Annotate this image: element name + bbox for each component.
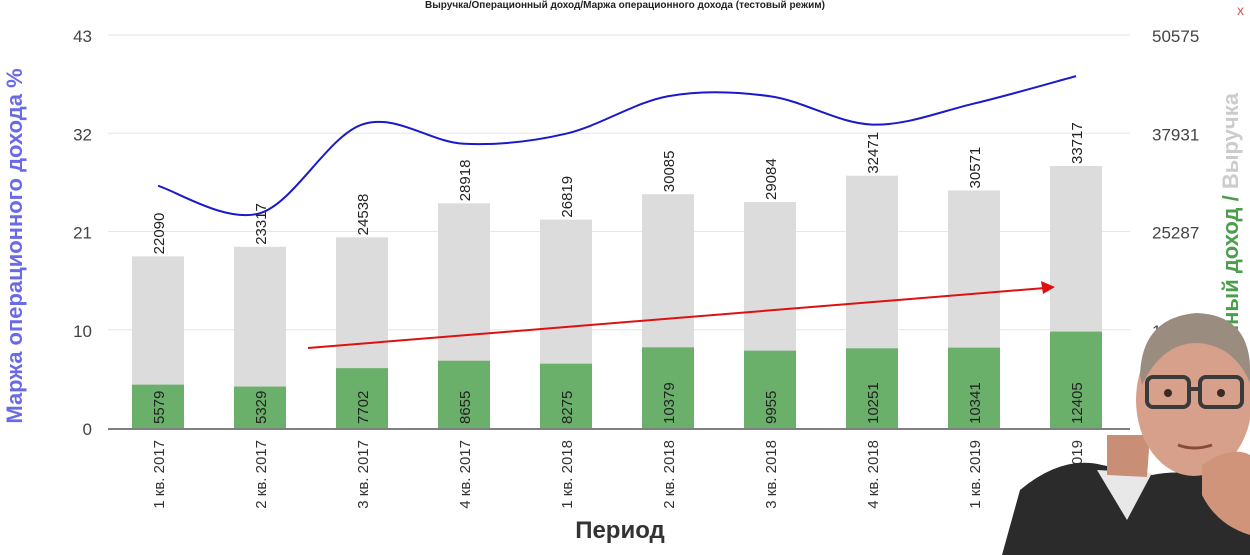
bar-operating-income	[948, 347, 1000, 428]
bar-operating-income	[336, 368, 388, 428]
x-tick-label: 1 кв. 2018	[559, 440, 576, 509]
y-right-tick-label: 25287	[1152, 224, 1199, 243]
portrait-photo	[1002, 313, 1250, 555]
margin-line	[157, 75, 1077, 216]
y-left-tick-label: 32	[73, 125, 92, 144]
close-button[interactable]: x	[1237, 2, 1244, 18]
operating-income-value-label: 12405	[1069, 382, 1086, 424]
x-tick-label: 1 кв. 2017	[151, 440, 168, 509]
revenue-value-label: 23317	[253, 203, 270, 245]
operating-income-value-label: 5579	[151, 391, 168, 424]
operating-income-value-label: 8275	[559, 391, 576, 424]
y-left-tick-label: 10	[73, 322, 92, 341]
y-right-title-separator: /	[1218, 189, 1243, 207]
revenue-value-label: 22090	[151, 213, 168, 255]
y-left-tick-label: 43	[73, 27, 92, 46]
bar-operating-income	[846, 348, 898, 428]
y-left-axis-title: Маржа операционного дохода %	[2, 68, 27, 423]
x-tick-label: 3 кв. 2017	[355, 440, 372, 509]
y-right-tick-label: 50575	[1152, 27, 1199, 46]
x-tick-label: 2 кв. 2017	[253, 440, 270, 509]
operating-income-value-label: 7702	[355, 391, 372, 424]
bar-operating-income	[1050, 331, 1102, 428]
trend-arrow-head	[1041, 281, 1055, 294]
operating-income-value-label: 10379	[661, 382, 678, 424]
operating-income-value-label: 10251	[865, 382, 882, 424]
x-axis-title: Период	[575, 517, 665, 544]
x-tick-label: 4 кв. 2017	[457, 440, 474, 509]
revenue-value-label: 32471	[865, 132, 882, 174]
bar-operating-income	[744, 350, 796, 428]
x-tick-label: 1 кв. 2019	[967, 440, 984, 509]
revenue-value-label: 30085	[661, 151, 678, 193]
revenue-value-label: 33717	[1069, 122, 1086, 164]
bar-operating-income	[642, 347, 694, 428]
trend-arrow-line	[307, 287, 1046, 349]
x-tick-label: 2 кв. 2018	[661, 440, 678, 509]
y-left-tick-label: 21	[73, 224, 92, 243]
bar-operating-income	[132, 384, 184, 428]
revenue-value-label: 29084	[763, 158, 780, 200]
operating-income-value-label: 5329	[253, 391, 270, 424]
x-tick-label: 4 кв. 2018	[865, 440, 882, 509]
chart-title: Выручка/Операционный доход/Маржа операци…	[425, 0, 825, 11]
y-left-tick-label: 0	[83, 420, 92, 439]
revenue-value-label: 28918	[457, 160, 474, 202]
bar-operating-income	[438, 360, 490, 428]
revenue-value-label: 24538	[355, 194, 372, 236]
operating-income-value-label: 8655	[457, 391, 474, 424]
revenue-value-label: 30571	[967, 147, 984, 189]
operating-income-value-label: 9955	[763, 391, 780, 424]
operating-income-value-label: 10341	[967, 382, 984, 424]
bar-operating-income	[234, 386, 286, 428]
bar-operating-income	[540, 363, 592, 428]
y-right-title-revenue: Выручка	[1218, 92, 1243, 189]
x-tick-label: 3 кв. 2018	[763, 440, 780, 509]
revenue-value-label: 26819	[559, 176, 576, 218]
y-right-tick-label: 37931	[1152, 125, 1199, 144]
